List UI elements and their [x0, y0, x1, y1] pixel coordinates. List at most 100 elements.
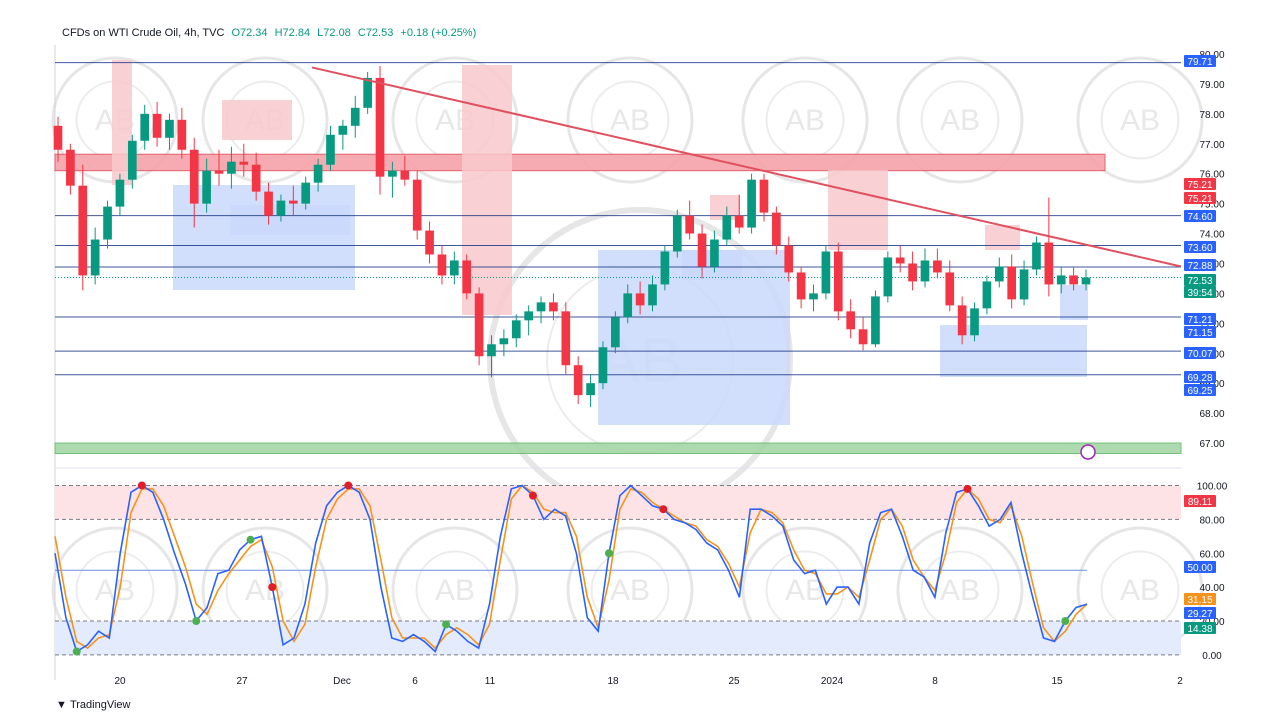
- stoch-marker-red: [963, 484, 972, 493]
- stoch-marker-green: [605, 549, 614, 558]
- candle-body: [53, 125, 63, 150]
- watermark-text: AB: [1120, 574, 1160, 607]
- candle-body: [1056, 275, 1066, 285]
- candle-body: [499, 338, 509, 345]
- stoch-tick-label: 60.00: [1199, 549, 1224, 560]
- stoch-label-text: 89.11: [1188, 497, 1213, 508]
- stoch-label-text: 14.38: [1187, 624, 1212, 635]
- price-label-box: [1184, 313, 1216, 325]
- candle-body: [288, 200, 298, 204]
- candle-body: [722, 215, 732, 240]
- low-value: L72.08: [317, 27, 351, 39]
- candle-body: [326, 134, 335, 165]
- brand-label: TradingView: [69, 699, 131, 711]
- price-label-text: 74.60: [1187, 212, 1212, 223]
- candle-body: [796, 272, 806, 300]
- stoch-marker-green: [192, 617, 201, 626]
- symbol-label[interactable]: CFDs on WTI Crude Oil, 4h, TVC: [62, 27, 225, 39]
- price-pane[interactable]: [53, 45, 1182, 680]
- time-tick-label: 18: [607, 676, 619, 687]
- candle-body: [536, 302, 546, 312]
- candle-body: [871, 296, 880, 345]
- candle-body: [227, 161, 236, 174]
- candle-body: [78, 185, 88, 276]
- time-tick-label: 2024: [821, 676, 844, 687]
- candle-body: [685, 215, 694, 234]
- candle-body: [338, 125, 348, 135]
- price-label-box: [1184, 326, 1216, 338]
- stoch-marker-red: [268, 583, 277, 592]
- candle-body: [635, 293, 645, 306]
- watermark-ring: [391, 56, 519, 184]
- price-tick-label: 67.00: [1199, 439, 1224, 450]
- stoch-label-text: 31.15: [1187, 595, 1212, 606]
- candle-body: [697, 233, 707, 267]
- tradingview-logo[interactable]: ▼ TradingView: [56, 699, 131, 711]
- candle-body: [103, 206, 112, 240]
- candle-body: [1069, 275, 1078, 285]
- candle-body: [350, 107, 360, 126]
- price-label-text: 71.15: [1187, 328, 1212, 339]
- candle-body: [858, 329, 868, 345]
- close-value: C72.53: [357, 27, 394, 39]
- stoch-label-text: 50.00: [1187, 563, 1212, 574]
- candle-body: [1044, 242, 1054, 285]
- time-tick-label: 8: [932, 676, 938, 687]
- candle-body: [90, 239, 100, 276]
- price-tick-label: 78.00: [1199, 110, 1224, 121]
- oversold-band: [55, 621, 1181, 655]
- candle-body: [487, 344, 496, 357]
- candle-body: [561, 311, 571, 366]
- price-label-box: [1184, 178, 1216, 190]
- candle-body: [846, 311, 856, 330]
- stoch-label-box: [1184, 495, 1216, 507]
- watermark-text: AB: [245, 574, 285, 607]
- event-icon: [1080, 444, 1096, 460]
- time-tick-label: 25: [728, 676, 740, 687]
- stoch-marker-green: [72, 647, 81, 656]
- watermark-text: AB: [940, 104, 980, 137]
- price-label-box: [1184, 384, 1216, 396]
- resistance-zone: [54, 153, 1106, 172]
- price-label-text: 75.21: [1187, 180, 1212, 191]
- price-label-text: 70.07: [1187, 349, 1212, 360]
- watermark-ring: [1076, 56, 1204, 184]
- candle-body: [189, 149, 199, 204]
- candle-body: [833, 251, 843, 312]
- price-label-box: [1184, 274, 1216, 286]
- price-label-box: [1184, 371, 1216, 383]
- price-label-box: [1184, 347, 1216, 359]
- price-label-box: [1184, 286, 1216, 298]
- stoch-d-line: [54, 484, 1088, 650]
- price-tick-label: 74.00: [1199, 230, 1224, 241]
- stochastic-pane[interactable]: [54, 481, 1181, 656]
- change-value: +0.18 (+0.25%): [400, 27, 477, 39]
- candle-body: [251, 164, 261, 192]
- price-label-text: 73.60: [1187, 243, 1212, 254]
- watermark-ring: [201, 56, 329, 184]
- high-value: H72.84: [274, 27, 311, 39]
- stoch-label-box: [1184, 561, 1216, 573]
- watermark-text: AB: [1120, 104, 1160, 137]
- candle-body: [1019, 269, 1029, 300]
- candle-body: [388, 170, 397, 177]
- smc-box: [828, 170, 888, 250]
- smc-box: [1060, 285, 1088, 320]
- price-label-text: 69.28: [1187, 373, 1212, 384]
- watermark-text: AB: [785, 104, 825, 137]
- support-zone: [54, 442, 1182, 455]
- candle-body: [127, 140, 137, 180]
- price-labels-layer: 79.71 75.21 75.21 74.60 73.60 72.88 72.5339:54…: [1184, 55, 1216, 635]
- time-tick-label: 27: [236, 676, 248, 687]
- price-tick-label: 75.00: [1199, 200, 1224, 211]
- stoch-marker-green: [1061, 617, 1070, 626]
- smc-box: [230, 205, 350, 235]
- candle-body: [611, 317, 620, 348]
- price-tick-label: 77.00: [1199, 140, 1224, 151]
- price-tick-label: 76.00: [1199, 170, 1224, 181]
- watermark-text: AB: [610, 574, 650, 607]
- candle-body: [784, 245, 794, 273]
- candle-body: [809, 293, 818, 300]
- candle-body: [710, 239, 719, 267]
